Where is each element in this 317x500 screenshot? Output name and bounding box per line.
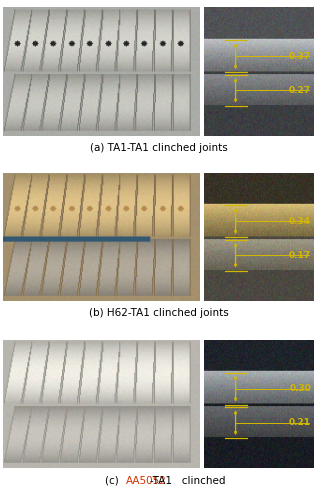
- Text: 0.17: 0.17: [289, 250, 311, 260]
- Text: (c): (c): [105, 476, 125, 486]
- Text: 0.34: 0.34: [289, 216, 311, 226]
- Text: 0.30: 0.30: [289, 384, 311, 393]
- Text: (b) H62-TA1 clinched joints: (b) H62-TA1 clinched joints: [89, 308, 228, 318]
- Text: 0.27: 0.27: [289, 86, 311, 94]
- Text: (a) TA1-TA1 clinched joints: (a) TA1-TA1 clinched joints: [90, 143, 227, 153]
- Text: 0.21: 0.21: [289, 418, 311, 427]
- Text: AA5052: AA5052: [126, 476, 166, 486]
- Text: 0.37: 0.37: [289, 52, 311, 60]
- Text: -TA1   clinched: -TA1 clinched: [150, 476, 226, 486]
